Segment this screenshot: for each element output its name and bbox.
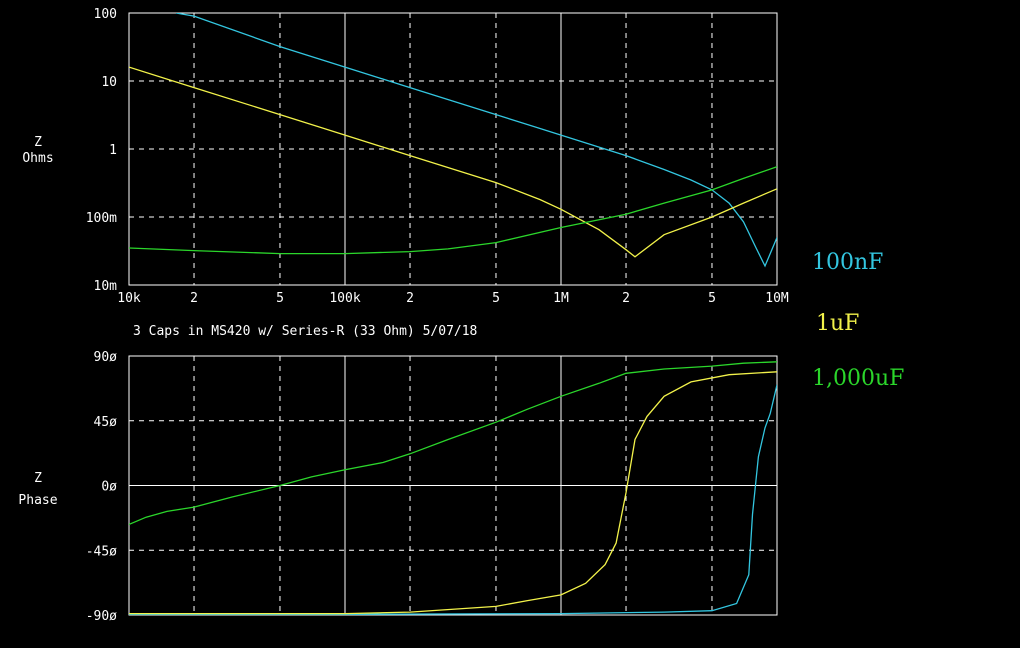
mag-y-tick-label: 10 xyxy=(101,75,117,90)
mag-y-tick-label: 100m xyxy=(86,211,117,226)
mag-x-tick-label: 5 xyxy=(708,291,716,306)
phase-y-tick-label: 45ø xyxy=(94,415,118,430)
mag-series-1000uF xyxy=(129,166,777,255)
mag-x-tick-label: 2 xyxy=(190,291,198,306)
phase-series-100nF xyxy=(129,384,777,615)
legend-1uF: 1uF xyxy=(816,311,860,336)
legend-1000uF: 1,000uF xyxy=(812,366,905,391)
phase-y-tick-label: 0ø xyxy=(101,480,117,495)
mag-y-tick-label: 1 xyxy=(109,143,117,158)
phase-series-1000uF xyxy=(129,361,777,525)
mag-x-tick-label: 5 xyxy=(276,291,284,306)
mag-y-axis-label: Ohms xyxy=(22,151,53,166)
phase-frame xyxy=(128,355,778,616)
phase-y-tick-label: -45ø xyxy=(86,544,117,559)
mag-y-tick-label: 10m xyxy=(94,279,118,294)
mag-frame xyxy=(128,12,778,286)
chart-caption: 3 Caps in MS420 w/ Series-R (33 Ohm) 5/0… xyxy=(133,324,477,339)
phase-y-axis-label: Phase xyxy=(18,493,57,508)
mag-x-tick-label: 10M xyxy=(765,291,789,306)
phase-y-tick-label: -90ø xyxy=(86,609,117,624)
mag-series-1uF xyxy=(129,66,777,258)
phase-y-axis-label: Z xyxy=(34,471,42,486)
mag-x-tick-label: 100k xyxy=(329,291,360,306)
mag-x-tick-label: 1M xyxy=(553,291,569,306)
phase-y-tick-label: 90ø xyxy=(94,350,118,365)
mag-x-tick-label: 2 xyxy=(622,291,630,306)
mag-series-100nF xyxy=(175,13,777,268)
mag-x-tick-label: 5 xyxy=(492,291,500,306)
mag-y-tick-label: 100 xyxy=(94,7,117,22)
mag-y-axis-label: Z xyxy=(34,135,42,150)
legend-100nF: 100nF xyxy=(812,250,884,275)
phase-plot: 90ø 45ø 0ø -45ø -90ø Z Phase xyxy=(18,350,778,624)
phase-series-1uF xyxy=(129,371,777,615)
mag-x-tick-label: 10k xyxy=(117,291,141,306)
mag-x-tick-label: 2 xyxy=(406,291,414,306)
